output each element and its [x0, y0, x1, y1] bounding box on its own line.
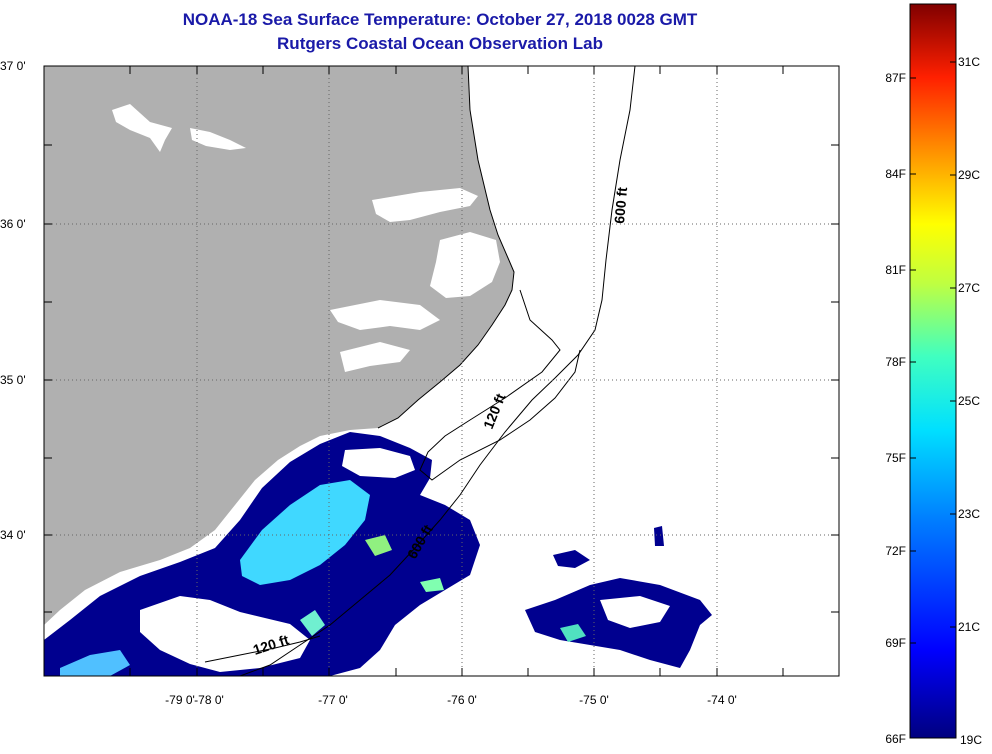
cloud-gap-2: [342, 448, 415, 478]
sst-small-patch: [553, 550, 590, 568]
grid-lines: [44, 66, 839, 676]
lat-label-37: 37 0': [0, 59, 26, 73]
lon-label-76: -76 0': [447, 693, 477, 707]
axis-ticks: [44, 66, 839, 676]
map-subtitle: Rutgers Coastal Ocean Observation Lab: [277, 34, 603, 53]
sst-warm-patch-5: [60, 650, 130, 676]
colorbar: [909, 3, 957, 739]
lon-label-75: -75 0': [579, 693, 609, 707]
isobath-600ft: [239, 66, 636, 676]
cb-c-27: 27C: [958, 281, 980, 295]
cb-c-29: 29C: [958, 168, 980, 182]
cloud-gap-3: [600, 596, 670, 628]
isobath-label-600ft: 600 ft: [611, 186, 630, 224]
lon-label-78: -78 0': [194, 693, 224, 707]
lat-label-34: 34 0': [0, 528, 26, 542]
sst-warm-patch-1: [240, 480, 370, 585]
lake-2: [190, 128, 246, 150]
cb-f-72: 72F: [885, 544, 906, 558]
cb-f-81: 81F: [885, 263, 906, 277]
sound-pamlico: [430, 232, 500, 298]
river-neuse: [330, 300, 440, 330]
isobath-120ft-south: [204, 635, 321, 663]
plot-frame: [43, 65, 840, 677]
lon-label-79: -79 0': [165, 693, 195, 707]
lat-label-36: 36 0': [0, 217, 26, 231]
cb-c-25: 25C: [958, 394, 980, 408]
coastline: [377, 66, 515, 429]
colorbar-ticks: [910, 61, 956, 644]
sst-warm-patch-2: [300, 610, 325, 636]
lon-label-74: -74 0': [707, 693, 737, 707]
sound-albemarle: [372, 188, 478, 222]
sst-warm-patch-6: [560, 624, 586, 642]
map-title: NOAA-18 Sea Surface Temperature: October…: [182, 10, 698, 29]
cloud-gap-1: [140, 596, 310, 672]
sst-tiny-patch: [654, 526, 664, 546]
cb-f-75: 75F: [885, 451, 906, 465]
cb-c-21: 21C: [958, 620, 980, 634]
lon-label-77: -77 0': [318, 693, 348, 707]
cb-c-19: 19C: [960, 733, 982, 747]
cb-f-66: 66F: [885, 732, 906, 746]
sst-warm-patch-3: [365, 535, 392, 556]
river-pamlico: [340, 342, 410, 372]
isobath-120ft: [419, 289, 581, 481]
cb-f-78: 78F: [885, 355, 906, 369]
cb-f-69: 69F: [885, 636, 906, 650]
lake-inland: [112, 104, 172, 152]
cb-c-31: 31C: [958, 55, 980, 69]
cb-f-87: 87F: [885, 71, 906, 85]
cb-c-23: 23C: [958, 507, 980, 521]
lat-label-35: 35 0': [0, 373, 26, 387]
sst-warm-patch-4: [420, 578, 444, 592]
cb-f-84: 84F: [885, 167, 906, 181]
